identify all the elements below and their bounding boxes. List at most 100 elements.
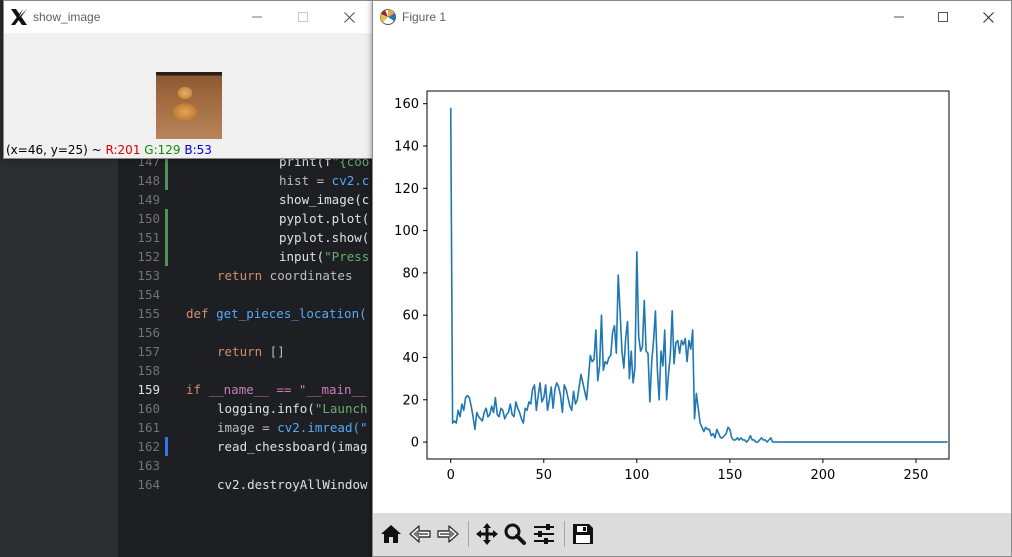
line-number: 148: [137, 173, 160, 188]
back-button[interactable]: [407, 521, 433, 547]
line-number: 151: [137, 230, 160, 245]
code-text[interactable]: logging.info("Launch: [217, 401, 368, 416]
y-tick-label: 60: [402, 309, 419, 324]
figure-titlebar[interactable]: Figure 1: [373, 1, 1011, 33]
x-tick-label: 200: [811, 468, 836, 483]
code-text[interactable]: return coordinates: [217, 268, 353, 283]
configure-subplots-button[interactable]: [531, 521, 557, 547]
home-button[interactable]: [378, 521, 404, 547]
line-number: 162: [137, 439, 160, 454]
code-text[interactable]: hist = cv2.c: [279, 173, 370, 188]
y-tick-label: 160: [394, 97, 419, 112]
code-line[interactable]: 152 input("Press: [118, 247, 378, 266]
y-tick-label: 40: [402, 351, 419, 366]
code-text[interactable]: show_image(c: [279, 192, 370, 207]
code-text[interactable]: if __name__ == "__main__: [186, 382, 367, 397]
x-tick-label: 50: [536, 468, 553, 483]
code-line[interactable]: 155 def get_pieces_location(: [118, 304, 378, 323]
y-tick-label: 80: [402, 266, 419, 281]
code-line[interactable]: 149 show_image(c: [118, 190, 378, 209]
vcs-change-marker[interactable]: [165, 437, 168, 456]
maximize-icon: [938, 12, 948, 22]
vcs-change-marker[interactable]: [165, 247, 168, 266]
vcs-change-marker[interactable]: [165, 209, 168, 228]
close-button[interactable]: [965, 1, 1011, 33]
pan-icon: [476, 523, 498, 545]
minimize-button[interactable]: [234, 1, 280, 33]
blue-value: B:53: [184, 143, 212, 157]
configure-subplots-icon: [534, 524, 554, 544]
close-button[interactable]: [326, 1, 372, 33]
x-tick-label: 0: [447, 468, 455, 483]
figure-canvas[interactable]: 0 50 100 150 200 250 0 20 40 60 80 100 120 140 160: [373, 33, 1011, 513]
zoom-icon: [504, 523, 526, 545]
show-image-window[interactable]: show_image (x=46, y=25) ~ R:201 G:129 B:…: [3, 0, 373, 159]
histogram-line-chart[interactable]: 0 50 100 150 200 250 0 20 40 60 80 100 120 140 160: [373, 33, 1011, 513]
chess-piece-image[interactable]: [156, 72, 222, 139]
code-text[interactable]: pyplot.plot(: [279, 211, 370, 226]
code-line[interactable]: 161 image = cv2.imread(": [118, 418, 378, 437]
code-text[interactable]: read_chessboard(imag: [217, 439, 368, 454]
code-text[interactable]: return []: [217, 344, 285, 359]
toolbar-separator: [564, 521, 565, 547]
x-tick-label: 100: [624, 468, 649, 483]
matplotlib-icon: [379, 8, 397, 26]
code-line[interactable]: 159 if __name__ == "__main__: [118, 380, 378, 399]
close-icon: [982, 11, 994, 23]
y-tick-label: 120: [394, 182, 419, 197]
vcs-change-marker[interactable]: [165, 152, 168, 171]
histogram-line: [449, 107, 948, 443]
close-icon: [343, 11, 355, 23]
minimize-icon: [252, 16, 262, 18]
code-line[interactable]: 156: [118, 323, 378, 342]
navigation-toolbar[interactable]: [373, 513, 1011, 556]
code-line[interactable]: 157 return []: [118, 342, 378, 361]
line-number: 156: [137, 325, 160, 340]
code-line[interactable]: 163: [118, 456, 378, 475]
line-number: 150: [137, 211, 160, 226]
code-line[interactable]: 150 pyplot.plot(: [118, 209, 378, 228]
cursor-coords: (x=46, y=25) ~: [6, 143, 106, 157]
line-number: 159: [137, 382, 160, 397]
pixel-status-line: (x=46, y=25) ~ R:201 G:129 B:53: [6, 143, 212, 157]
figure-window[interactable]: Figure 1 0 50 100 150 200 250 0 20 40 60 80 100 120 1…: [372, 0, 1012, 557]
back-arrow-icon: [409, 525, 431, 543]
code-text[interactable]: image = cv2.imread(": [217, 420, 368, 435]
maximize-icon: [298, 12, 308, 22]
line-number: 154: [137, 287, 160, 302]
toolbar-separator: [468, 521, 469, 547]
maximize-button[interactable]: [280, 1, 326, 33]
code-text[interactable]: pyplot.show(: [279, 230, 370, 245]
minimize-button[interactable]: [876, 1, 922, 33]
window-title: Figure 1: [402, 10, 447, 24]
line-number: 155: [137, 306, 160, 321]
code-line[interactable]: 154: [118, 285, 378, 304]
show-image-titlebar[interactable]: show_image: [4, 1, 372, 33]
line-number: 153: [137, 268, 160, 283]
x-tick-label: 150: [717, 468, 742, 483]
code-line[interactable]: 148 hist = cv2.c: [118, 171, 378, 190]
zoom-button[interactable]: [502, 521, 528, 547]
code-text[interactable]: cv2.destroyAllWindow: [217, 477, 368, 492]
maximize-button[interactable]: [920, 1, 966, 33]
save-button[interactable]: [570, 521, 596, 547]
line-number: 160: [137, 401, 160, 416]
code-line[interactable]: 162 read_chessboard(imag: [118, 437, 378, 456]
red-value: R:201: [105, 143, 141, 157]
code-line[interactable]: 153 return coordinates: [118, 266, 378, 285]
code-line[interactable]: 158: [118, 361, 378, 380]
forward-button[interactable]: [435, 521, 461, 547]
y-tick-label: 0: [411, 436, 419, 451]
code-text[interactable]: input("Press: [279, 249, 370, 264]
vcs-change-marker[interactable]: [165, 228, 168, 247]
y-tick-label: 100: [394, 224, 419, 239]
code-text[interactable]: def get_pieces_location(: [186, 306, 367, 321]
code-line[interactable]: 160 logging.info("Launch: [118, 399, 378, 418]
pan-button[interactable]: [474, 521, 500, 547]
line-number: 158: [137, 363, 160, 378]
x11-icon: [10, 8, 28, 26]
vcs-change-marker[interactable]: [165, 171, 168, 190]
code-line[interactable]: 164 cv2.destroyAllWindow: [118, 475, 378, 494]
code-line[interactable]: 151 pyplot.show(: [118, 228, 378, 247]
window-title: show_image: [33, 10, 101, 24]
